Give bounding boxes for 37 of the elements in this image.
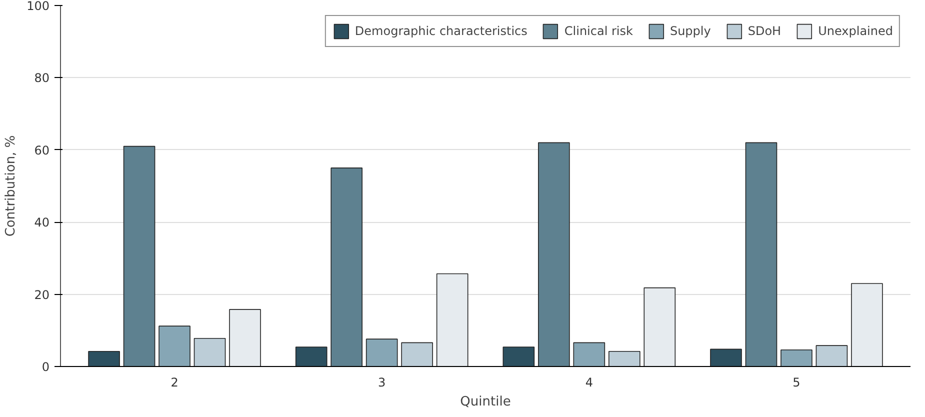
bar — [88, 350, 120, 366]
legend-label: SDoH — [748, 24, 782, 38]
x-tick-label: 3 — [378, 376, 386, 390]
bar — [745, 142, 778, 366]
bar — [366, 338, 398, 366]
x-tick-label: 5 — [792, 376, 800, 390]
bar — [123, 146, 156, 366]
y-tick-label: 60 — [34, 143, 50, 158]
legend-label: Clinical risk — [564, 24, 633, 38]
bar — [573, 342, 606, 366]
bar — [436, 273, 468, 366]
bar — [538, 142, 570, 366]
bar — [816, 345, 848, 366]
bar — [780, 349, 812, 366]
legend-label: Supply — [670, 24, 711, 38]
y-tick-label: 100 — [26, 0, 50, 13]
bar — [851, 283, 883, 366]
bar — [710, 348, 742, 366]
bar — [330, 168, 363, 366]
bar — [229, 309, 261, 366]
bar — [644, 287, 676, 366]
y-tick-label: 0 — [42, 360, 50, 374]
bar — [502, 346, 535, 366]
y-tick-label: 20 — [34, 288, 50, 302]
x-tick-label: 2 — [170, 376, 178, 390]
bar — [608, 350, 640, 366]
bar — [295, 346, 328, 366]
y-axis-title: Contribution, % — [4, 135, 19, 237]
bar — [401, 342, 433, 366]
legend-label: Demographic characteristics — [354, 24, 528, 38]
legend-label: Unexplained — [818, 24, 893, 38]
bar — [194, 338, 226, 366]
x-tick-label: 4 — [585, 376, 593, 390]
y-tick-label: 40 — [34, 216, 50, 230]
bar — [158, 326, 190, 366]
y-tick-label: 80 — [34, 71, 50, 86]
x-axis-title: Quintile — [460, 394, 511, 410]
